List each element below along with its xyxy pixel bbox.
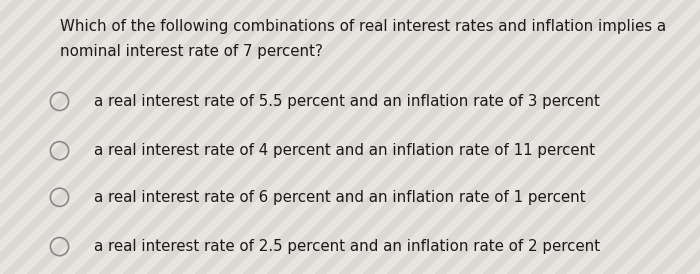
Text: a real interest rate of 6 percent and an inflation rate of 1 percent: a real interest rate of 6 percent and an… — [94, 190, 586, 205]
Text: a real interest rate of 4 percent and an inflation rate of 11 percent: a real interest rate of 4 percent and an… — [94, 143, 596, 158]
Text: Which of the following combinations of real interest rates and inflation implies: Which of the following combinations of r… — [60, 19, 666, 59]
Text: a real interest rate of 5.5 percent and an inflation rate of 3 percent: a real interest rate of 5.5 percent and … — [94, 94, 601, 109]
Text: a real interest rate of 2.5 percent and an inflation rate of 2 percent: a real interest rate of 2.5 percent and … — [94, 239, 601, 254]
